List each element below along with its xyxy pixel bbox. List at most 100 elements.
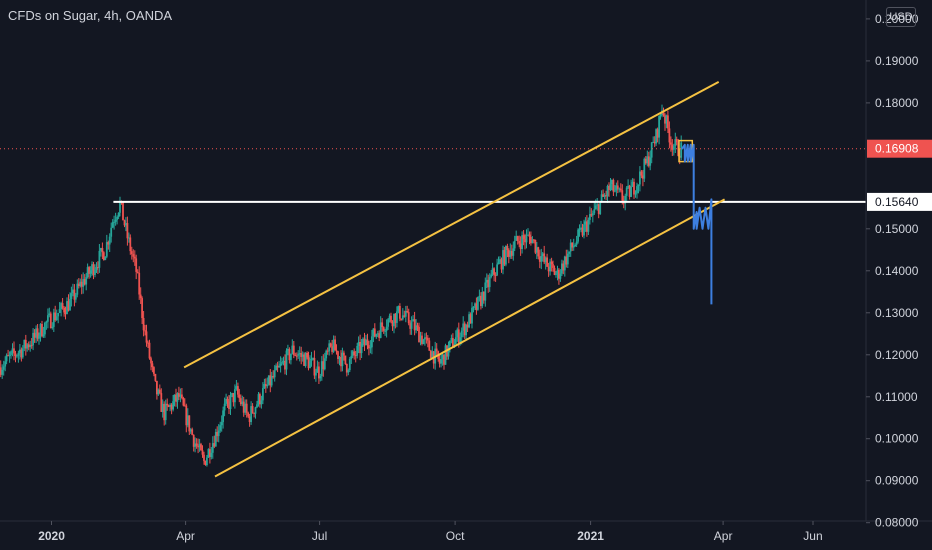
candle-body — [251, 406, 254, 413]
candle-body — [318, 366, 320, 379]
candle-body — [510, 250, 513, 256]
candle-body — [232, 393, 235, 403]
candle-body — [656, 129, 659, 138]
candle-body — [219, 425, 222, 431]
candle-body — [85, 277, 88, 285]
candle-body — [441, 354, 444, 360]
candle-body — [207, 449, 210, 458]
candle-body — [602, 194, 604, 197]
candle-body — [465, 324, 467, 336]
candle-body — [72, 289, 74, 294]
candle-body — [531, 239, 534, 244]
candle-body — [609, 184, 612, 190]
candle-body — [521, 235, 523, 249]
candle-body — [182, 398, 185, 406]
candle-body — [183, 405, 186, 407]
candle-body — [92, 264, 95, 275]
candle-body — [615, 185, 618, 191]
candle-body — [578, 229, 581, 231]
candle-body — [459, 337, 462, 343]
candle-body — [534, 239, 537, 253]
candle-body — [189, 429, 192, 432]
candle-body — [538, 256, 541, 262]
candle-body — [624, 195, 627, 204]
candle-body — [555, 273, 557, 275]
candle-body — [478, 295, 481, 297]
candle-body — [172, 401, 174, 410]
candle-body — [509, 250, 512, 257]
candle-body — [396, 311, 398, 323]
candle-body — [680, 142, 683, 158]
candle-body — [29, 344, 32, 348]
candle-body — [480, 295, 482, 306]
candle-body — [229, 395, 232, 409]
candle-body — [108, 236, 111, 245]
candle-body — [636, 186, 638, 194]
candle-body — [276, 365, 279, 368]
candle-body — [38, 335, 40, 339]
candle-body — [343, 352, 345, 356]
candle-body — [516, 236, 519, 241]
candle-body — [553, 267, 556, 275]
candle-body — [69, 299, 71, 311]
candle-body — [347, 370, 350, 373]
candle-body — [63, 307, 65, 313]
candle-body — [590, 214, 593, 216]
candle-body — [264, 384, 267, 387]
candle-body — [119, 201, 121, 213]
candle-body — [128, 237, 130, 239]
candle-body — [644, 158, 647, 164]
candle-body — [561, 263, 563, 274]
candle-body — [368, 345, 370, 349]
candle-body — [135, 258, 138, 272]
candle-body — [507, 249, 510, 257]
candle-body — [270, 376, 273, 386]
candle-body — [169, 404, 171, 407]
candle-body — [503, 250, 506, 265]
y-tick-label: 0.15000 — [875, 222, 919, 236]
candle-body — [385, 326, 388, 331]
candle-body — [204, 461, 207, 465]
candle-body — [142, 318, 145, 331]
candle-body — [600, 194, 603, 202]
candle-body — [537, 247, 540, 257]
candle-body — [454, 337, 457, 344]
candle-body — [418, 326, 420, 343]
candle-body — [587, 219, 590, 232]
candle-body — [482, 291, 485, 301]
candle-body — [91, 264, 93, 271]
candle-body — [267, 375, 270, 385]
y-tick-label: 0.10000 — [875, 432, 919, 446]
candle-body — [463, 323, 466, 336]
candle-body — [79, 281, 82, 286]
candle-body — [502, 250, 504, 270]
candle-body — [167, 405, 170, 407]
candle-body — [51, 326, 54, 328]
candle-body — [14, 353, 17, 356]
candle-body — [382, 327, 385, 331]
candle-body — [23, 339, 26, 349]
channel-lower-line — [214, 198, 726, 478]
candle-body — [662, 110, 665, 116]
candle-body — [201, 450, 204, 455]
candle-body — [160, 393, 163, 412]
candle-body — [369, 347, 372, 349]
candle-body — [457, 329, 460, 343]
candle-body — [176, 393, 179, 402]
candle-body — [156, 380, 158, 395]
candle-body — [619, 188, 622, 191]
candle-body — [474, 303, 476, 307]
currency-button[interactable]: USD — [886, 7, 916, 27]
candle-body — [650, 142, 653, 158]
candle-body — [407, 312, 410, 324]
candle-body — [101, 248, 104, 253]
candle-body — [525, 235, 528, 243]
candle-body — [259, 394, 261, 405]
candle-body — [116, 217, 118, 220]
y-tick-label: 0.18000 — [875, 96, 919, 110]
candle-body — [163, 403, 166, 421]
candle-body — [254, 407, 257, 414]
candle-body — [52, 312, 55, 327]
candle-body — [123, 220, 126, 226]
